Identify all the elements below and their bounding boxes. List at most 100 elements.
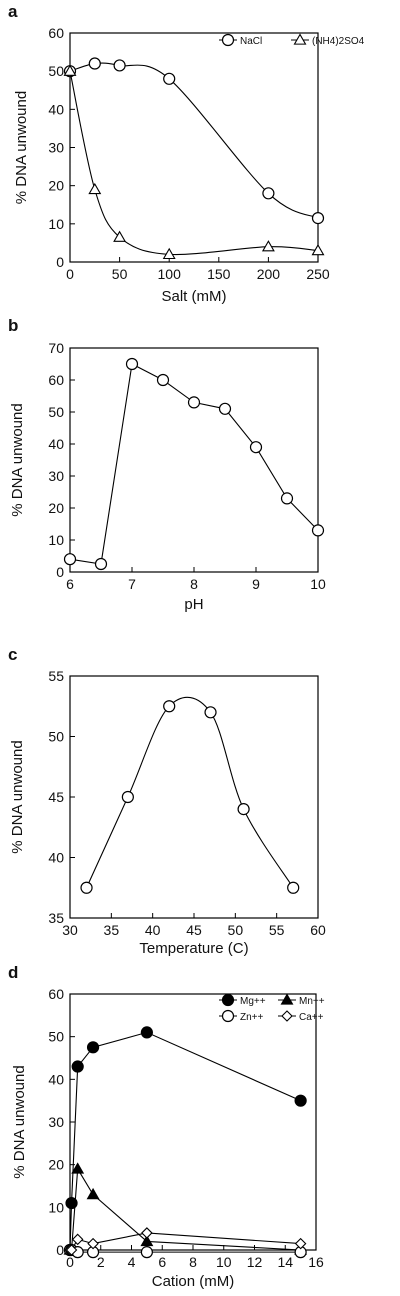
data-point (140, 1026, 153, 1039)
y-tick-label: 40 (48, 101, 64, 117)
data-point (156, 373, 170, 387)
y-tick-label: 50 (48, 404, 64, 420)
data-point (94, 557, 108, 571)
data-point (65, 1196, 78, 1210)
y-tick-label: 55 (48, 668, 64, 684)
data-point (113, 230, 127, 242)
x-tick-label: 45 (186, 922, 202, 938)
data-point (294, 1237, 307, 1250)
x-tick-label: 12 (247, 1254, 263, 1270)
data-point (121, 790, 134, 804)
x-tick-label: 2 (97, 1254, 105, 1270)
data-point (237, 802, 250, 816)
data-point (262, 187, 275, 200)
series-line (69, 1031, 301, 1251)
y-tick-label: 40 (48, 436, 64, 452)
data-point (204, 706, 217, 719)
y-tick-label: 50 (48, 1029, 64, 1045)
x-axis-label: Salt (mM) (162, 288, 227, 305)
legend-label: (NH4)2SO4 (312, 36, 365, 47)
y-tick-label: 0 (56, 254, 64, 270)
x-tick-label: 6 (66, 576, 74, 592)
x-tick-label: 250 (306, 266, 330, 282)
x-tick-label: 6 (158, 1254, 166, 1270)
chart-panel-d: d 0 2 4 6 8 10 12 14 16 0 10 20 30 40 50 60 Cation (mM) % … (8, 963, 325, 1290)
y-axis-label: % DNA unwound (11, 1065, 28, 1178)
data-point (88, 182, 102, 195)
x-tick-label: 100 (158, 266, 182, 282)
series-line (69, 363, 319, 565)
plot-frame (69, 993, 317, 1251)
series-line (86, 696, 294, 889)
legend-marker (221, 33, 235, 47)
data-point (113, 59, 126, 72)
data-point (187, 396, 201, 409)
series-line (70, 1232, 301, 1251)
y-tick-label: 45 (48, 789, 64, 805)
y-tick-label: 35 (48, 910, 64, 926)
x-tick-label: 60 (310, 922, 326, 938)
x-tick-label: 200 (257, 266, 281, 282)
y-tick-label: 60 (48, 25, 64, 41)
x-tick-label: 50 (228, 922, 244, 938)
x-axis-label: Temperature (C) (139, 940, 248, 957)
legend-label: Ca++ (299, 1012, 324, 1023)
legend-marker (221, 1009, 235, 1023)
x-tick-label: 55 (269, 922, 285, 938)
data-point (86, 1041, 100, 1054)
y-tick-label: 40 (48, 1071, 64, 1087)
y-tick-label: 0 (56, 564, 64, 580)
x-tick-label: 10 (310, 576, 326, 592)
legend-label: Mn++ (299, 996, 325, 1007)
y-tick-label: 10 (48, 532, 64, 548)
series-line (69, 62, 319, 219)
y-tick-label: 10 (48, 1199, 64, 1215)
data-point (261, 240, 275, 252)
y-tick-label: 30 (48, 140, 64, 156)
x-tick-label: 50 (112, 266, 128, 282)
x-tick-label: 8 (189, 1254, 197, 1270)
x-tick-label: 35 (104, 922, 120, 938)
data-point (249, 441, 263, 454)
data-point (280, 492, 294, 505)
panel-letter: c (8, 645, 17, 664)
x-axis-label: pH (184, 596, 203, 613)
x-tick-label: 14 (277, 1254, 293, 1270)
plot-frame (69, 675, 319, 919)
data-point (218, 402, 232, 415)
data-point (140, 1246, 153, 1259)
data-point (163, 72, 176, 85)
x-tick-label: 0 (66, 1254, 74, 1270)
data-point (311, 212, 325, 225)
panel-letter: b (8, 316, 18, 335)
data-point (88, 57, 101, 70)
chart-panel-b: b 6 7 8 9 10 0 10 20 30 40 50 60 70 pH % DNA unwound (8, 316, 326, 613)
data-point (63, 553, 77, 566)
y-tick-label: 20 (48, 1157, 64, 1173)
data-point (311, 243, 325, 256)
y-tick-label: 60 (48, 372, 64, 388)
panel-letter: a (8, 2, 18, 21)
data-point (311, 524, 325, 537)
y-tick-label: 30 (48, 468, 64, 484)
y-axis-label: % DNA unwound (13, 91, 30, 204)
data-point (71, 1233, 84, 1246)
x-tick-label: 4 (128, 1254, 136, 1270)
x-tick-label: 0 (66, 266, 74, 282)
legend-label: Mg++ (240, 996, 266, 1007)
y-tick-label: 10 (48, 216, 64, 232)
data-point (162, 247, 176, 260)
legend-label: Zn++ (240, 1012, 264, 1023)
data-point (125, 357, 139, 371)
data-point (80, 881, 93, 894)
y-axis-label: % DNA unwound (9, 403, 26, 516)
series-line (70, 1167, 301, 1251)
x-tick-label: 150 (207, 266, 231, 282)
data-point (65, 1244, 78, 1256)
series-line (69, 71, 319, 256)
x-tick-label: 16 (308, 1254, 324, 1270)
data-point (141, 1227, 153, 1239)
data-point (140, 1234, 154, 1247)
